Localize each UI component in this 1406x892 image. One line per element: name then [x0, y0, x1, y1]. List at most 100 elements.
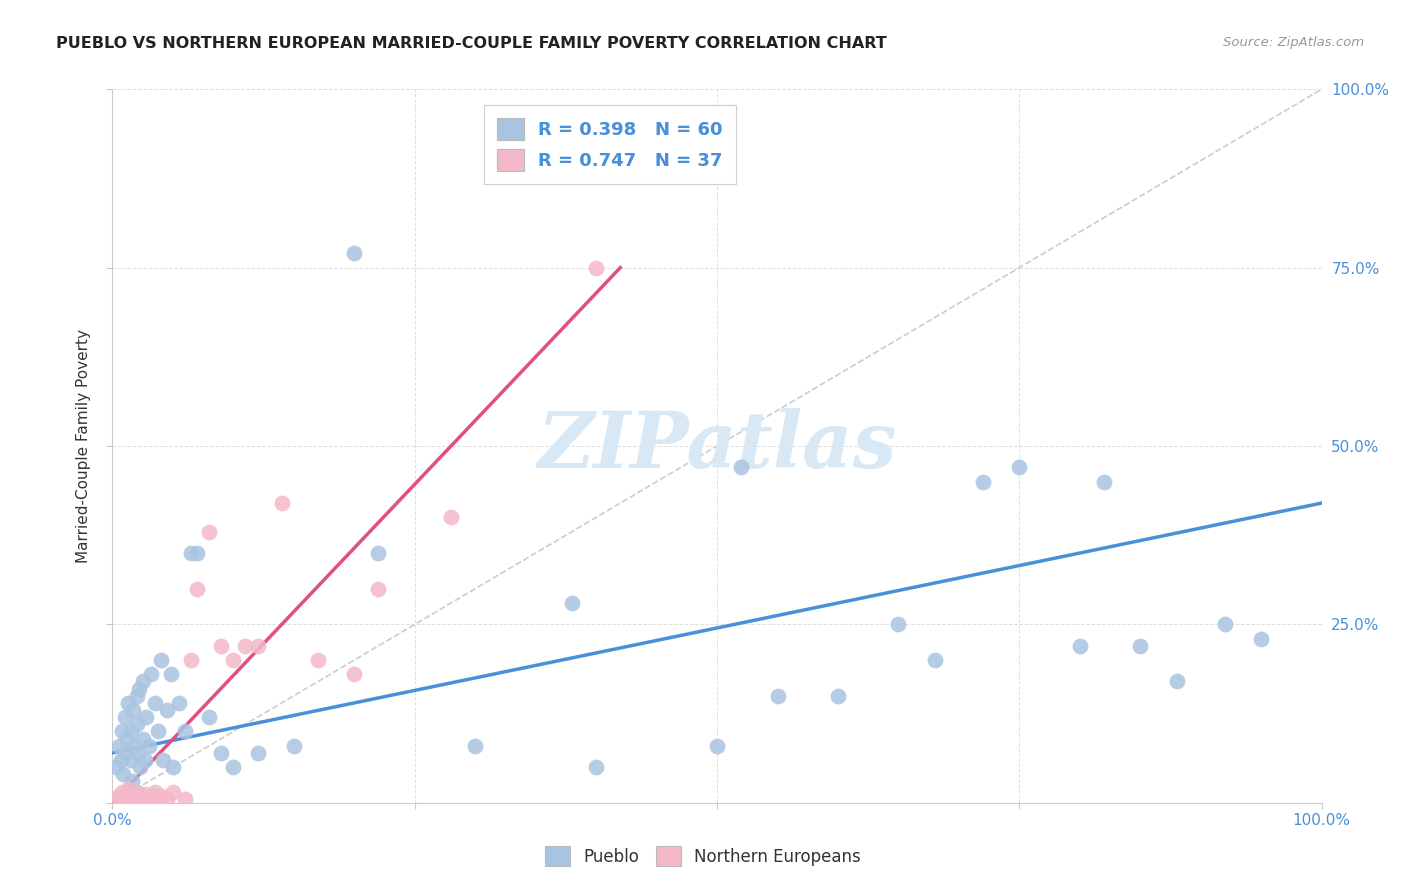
Point	[162, 785, 184, 799]
Point	[887, 617, 910, 632]
Point	[112, 767, 135, 781]
Point	[105, 760, 128, 774]
Point	[209, 746, 232, 760]
Text: ZIPatlas: ZIPatlas	[537, 408, 897, 484]
Point	[766, 689, 789, 703]
Point	[167, 696, 190, 710]
Point	[972, 475, 994, 489]
Point	[464, 739, 486, 753]
Point	[924, 653, 946, 667]
Point	[121, 774, 143, 789]
Point	[125, 689, 148, 703]
Point	[115, 792, 138, 806]
Point	[148, 724, 170, 739]
Point	[115, 731, 138, 746]
Point	[162, 760, 184, 774]
Point	[706, 739, 728, 753]
Point	[1008, 460, 1031, 475]
Point	[180, 653, 202, 667]
Point	[561, 596, 583, 610]
Point	[174, 792, 197, 806]
Point	[117, 696, 139, 710]
Point	[127, 746, 149, 760]
Point	[112, 790, 135, 805]
Point	[120, 724, 142, 739]
Point	[132, 731, 155, 746]
Point	[138, 792, 160, 806]
Point	[156, 703, 179, 717]
Point	[132, 674, 155, 689]
Point	[198, 710, 221, 724]
Point	[152, 753, 174, 767]
Point	[343, 246, 366, 260]
Point	[367, 546, 389, 560]
Point	[1069, 639, 1091, 653]
Text: Source: ZipAtlas.com: Source: ZipAtlas.com	[1223, 36, 1364, 49]
Point	[1250, 632, 1272, 646]
Point	[307, 653, 329, 667]
Point	[125, 717, 148, 731]
Point	[198, 524, 221, 539]
Point	[149, 653, 172, 667]
Point	[235, 639, 257, 653]
Point	[121, 792, 143, 806]
Point	[1213, 617, 1236, 632]
Point	[117, 781, 139, 796]
Legend: Pueblo, Northern Europeans: Pueblo, Northern Europeans	[537, 838, 869, 875]
Point	[283, 739, 305, 753]
Point	[222, 760, 245, 774]
Point	[730, 460, 752, 475]
Point	[174, 724, 197, 739]
Point	[114, 789, 136, 803]
Point	[159, 667, 181, 681]
Point	[343, 667, 366, 681]
Point	[110, 792, 132, 806]
Point	[128, 789, 150, 803]
Point	[138, 739, 160, 753]
Point	[107, 789, 129, 803]
Point	[1092, 475, 1115, 489]
Point	[186, 546, 208, 560]
Point	[134, 753, 156, 767]
Point	[827, 689, 849, 703]
Y-axis label: Married-Couple Family Poverty: Married-Couple Family Poverty	[76, 329, 91, 563]
Point	[114, 710, 136, 724]
Point	[585, 260, 607, 275]
Point	[209, 639, 232, 653]
Point	[149, 789, 172, 803]
Point	[105, 792, 128, 806]
Point	[129, 760, 152, 774]
Point	[143, 696, 166, 710]
Point	[134, 787, 156, 801]
Point	[135, 710, 157, 724]
Point	[246, 746, 269, 760]
Point	[120, 753, 142, 767]
Point	[125, 785, 148, 799]
Text: PUEBLO VS NORTHERN EUROPEAN MARRIED-COUPLE FAMILY POVERTY CORRELATION CHART: PUEBLO VS NORTHERN EUROPEAN MARRIED-COUP…	[56, 36, 887, 51]
Point	[110, 753, 132, 767]
Point	[148, 790, 170, 805]
Point	[156, 792, 179, 806]
Point	[111, 724, 134, 739]
Point	[122, 703, 145, 717]
Point	[180, 546, 202, 560]
Legend: R = 0.398   N = 60, R = 0.747   N = 37: R = 0.398 N = 60, R = 0.747 N = 37	[484, 105, 735, 184]
Point	[367, 582, 389, 596]
Point	[270, 496, 292, 510]
Point	[114, 746, 136, 760]
Point	[141, 667, 163, 681]
Point	[132, 792, 155, 806]
Point	[222, 653, 245, 667]
Point	[120, 789, 142, 803]
Point	[107, 739, 129, 753]
Point	[1166, 674, 1188, 689]
Point	[122, 790, 145, 805]
Point	[246, 639, 269, 653]
Point	[186, 582, 208, 596]
Point	[143, 785, 166, 799]
Point	[122, 739, 145, 753]
Point	[585, 760, 607, 774]
Point	[111, 785, 134, 799]
Point	[141, 789, 163, 803]
Point	[135, 790, 157, 805]
